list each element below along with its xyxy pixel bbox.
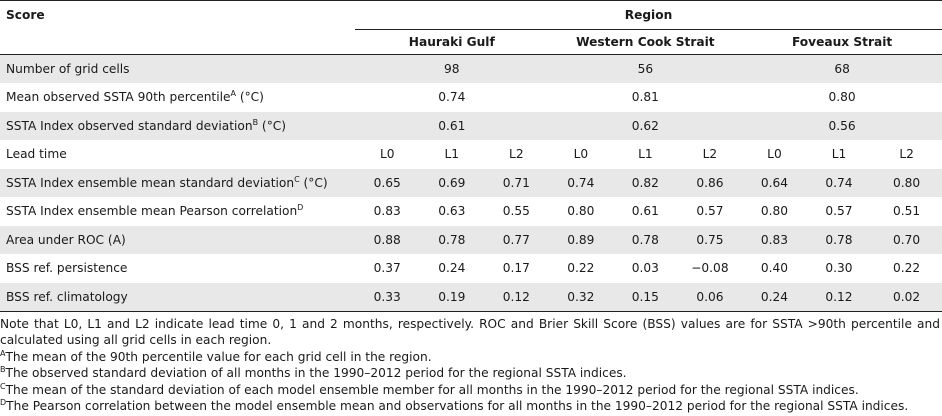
region-western-cook-strait: Western Cook Strait	[548, 29, 743, 55]
cell-value: L2	[899, 147, 914, 162]
footnote-b: BThe observed standard deviation of all …	[0, 365, 627, 381]
cell-value: 0.75	[696, 232, 724, 247]
header-row-1: Score Region	[0, 0, 942, 30]
cell-value: 0.80	[567, 204, 595, 219]
region-hauraki-gulf: Hauraki Gulf	[354, 29, 549, 55]
cell-value: L0	[767, 147, 782, 162]
footnote-a: AThe mean of the 90th percentile value f…	[0, 348, 432, 364]
table-row: BSS ref. climatology 0.33 0.19 0.12 0.32…	[0, 282, 942, 312]
cell-value: 0.37	[373, 261, 401, 276]
cell-value: 0.80	[828, 90, 856, 105]
cell-value: L1	[831, 147, 847, 162]
score-header: Score	[0, 0, 355, 30]
cell-value: 0.12	[484, 282, 549, 312]
cell-value: 0.83	[760, 232, 788, 247]
cell-value: 98	[444, 62, 460, 76]
header-spacer	[0, 29, 355, 55]
cell-value: L1	[444, 147, 460, 162]
row-label: SSTA Index ensemble mean standard deviat…	[6, 174, 328, 190]
cell-value: 0.77	[502, 232, 530, 247]
cell-value: 0.40	[760, 261, 788, 276]
cell-value: 0.57	[825, 204, 853, 219]
cell-value: 0.22	[893, 261, 921, 276]
cell-value: 0.12	[806, 282, 872, 312]
row-label: Area under ROC (A)	[6, 232, 126, 247]
table-row: SSTA Index ensemble mean standard deviat…	[0, 168, 942, 197]
cell-value: 0.30	[825, 261, 853, 276]
table-row: BSS ref. persistence 0.37 0.24 0.17 0.22…	[0, 254, 942, 283]
cell-value: 0.24	[742, 282, 807, 312]
cell-value: 0.78	[438, 232, 466, 247]
cell-value: 0.17	[502, 261, 530, 276]
cell-value: 56	[637, 62, 654, 76]
cell-value: 0.80	[893, 175, 921, 190]
cell-value: 0.78	[825, 232, 853, 247]
cell-value: L1	[638, 147, 653, 162]
region-foveaux-strait: Foveaux Strait	[742, 29, 942, 55]
table-row: Number of grid cells 98 56 68	[0, 54, 942, 83]
cell-value: 0.15	[613, 282, 678, 312]
footnote-c: CThe mean of the standard deviation of e…	[0, 381, 859, 397]
cell-value: −0.08	[691, 261, 729, 276]
cell-value: 0.56	[828, 118, 856, 133]
cell-value: L2	[702, 147, 718, 162]
cell-value: 0.74	[567, 175, 595, 190]
cell-value: 0.33	[354, 282, 420, 312]
cell-value: 68	[834, 62, 850, 76]
cell-value: 0.51	[893, 204, 921, 219]
row-label: BSS ref. climatology	[0, 282, 355, 312]
cell-value: 0.80	[760, 204, 788, 219]
row-label: SSTA Index observed standard deviationB …	[6, 117, 287, 133]
row-label: BSS ref. persistence	[6, 261, 128, 276]
cell-value: 0.70	[893, 232, 921, 247]
cell-value: 0.03	[631, 261, 659, 276]
cell-value: 0.63	[438, 204, 466, 219]
row-label: SSTA Index ensemble mean Pearson correla…	[6, 203, 304, 219]
cell-value: 0.57	[696, 204, 724, 219]
header-row-2: Hauraki Gulf Western Cook Strait Foveaux…	[0, 29, 942, 55]
cell-value: 0.74	[825, 175, 853, 190]
table-row: Lead time L0 L1 L2 L0 L1 L2 L0 L1 L2	[0, 140, 942, 169]
table-row: SSTA Index observed standard deviationB …	[0, 111, 942, 140]
cell-value: L2	[509, 147, 524, 162]
cell-value: 0.78	[631, 232, 659, 247]
cell-value: 0.88	[373, 232, 401, 247]
cell-value: L0	[573, 147, 589, 162]
cell-value: 0.22	[567, 261, 595, 276]
cell-value: 0.82	[631, 175, 659, 190]
cell-value: 0.06	[677, 282, 743, 312]
footnote-d: DThe Pearson correlation between the mod…	[0, 398, 909, 414]
cell-value: 0.55	[502, 204, 530, 219]
row-label: Mean observed SSTA 90th percentileA (°C)	[6, 89, 264, 105]
cell-value: 0.64	[760, 175, 788, 190]
row-label: Lead time	[6, 147, 67, 162]
cell-value: 0.81	[631, 90, 659, 105]
cell-value: 0.86	[696, 175, 724, 190]
table-row: SSTA Index ensemble mean Pearson correla…	[0, 197, 942, 226]
cell-value: 0.61	[438, 118, 466, 133]
cell-value: 0.32	[548, 282, 614, 312]
cell-value: 0.89	[567, 232, 595, 247]
cell-value: 0.65	[373, 175, 401, 190]
cell-value: 0.71	[502, 175, 530, 190]
cell-value: 0.83	[373, 204, 401, 219]
cell-value: 0.69	[438, 175, 466, 190]
note-main: Note that L0, L1 and L2 indicate lead ti…	[0, 316, 940, 348]
cell-value: 0.62	[631, 118, 659, 133]
cell-value: 0.02	[871, 282, 942, 312]
table-row: Mean observed SSTA 90th percentileA (°C)…	[0, 83, 942, 112]
table-notes: Note that L0, L1 and L2 indicate lead ti…	[0, 312, 942, 415]
skill-score-table: Score Region Hauraki Gulf Western Cook S…	[0, 0, 942, 312]
cell-value: 0.24	[438, 261, 466, 276]
region-header: Region	[354, 0, 942, 30]
table-row: Area under ROC (A) 0.88 0.78 0.77 0.89 0…	[0, 225, 942, 254]
cell-value: 0.74	[438, 90, 466, 105]
cell-value: L0	[379, 147, 395, 162]
cell-value: 0.19	[419, 282, 485, 312]
cell-value: 0.61	[631, 204, 659, 219]
row-label: Number of grid cells	[6, 62, 130, 76]
